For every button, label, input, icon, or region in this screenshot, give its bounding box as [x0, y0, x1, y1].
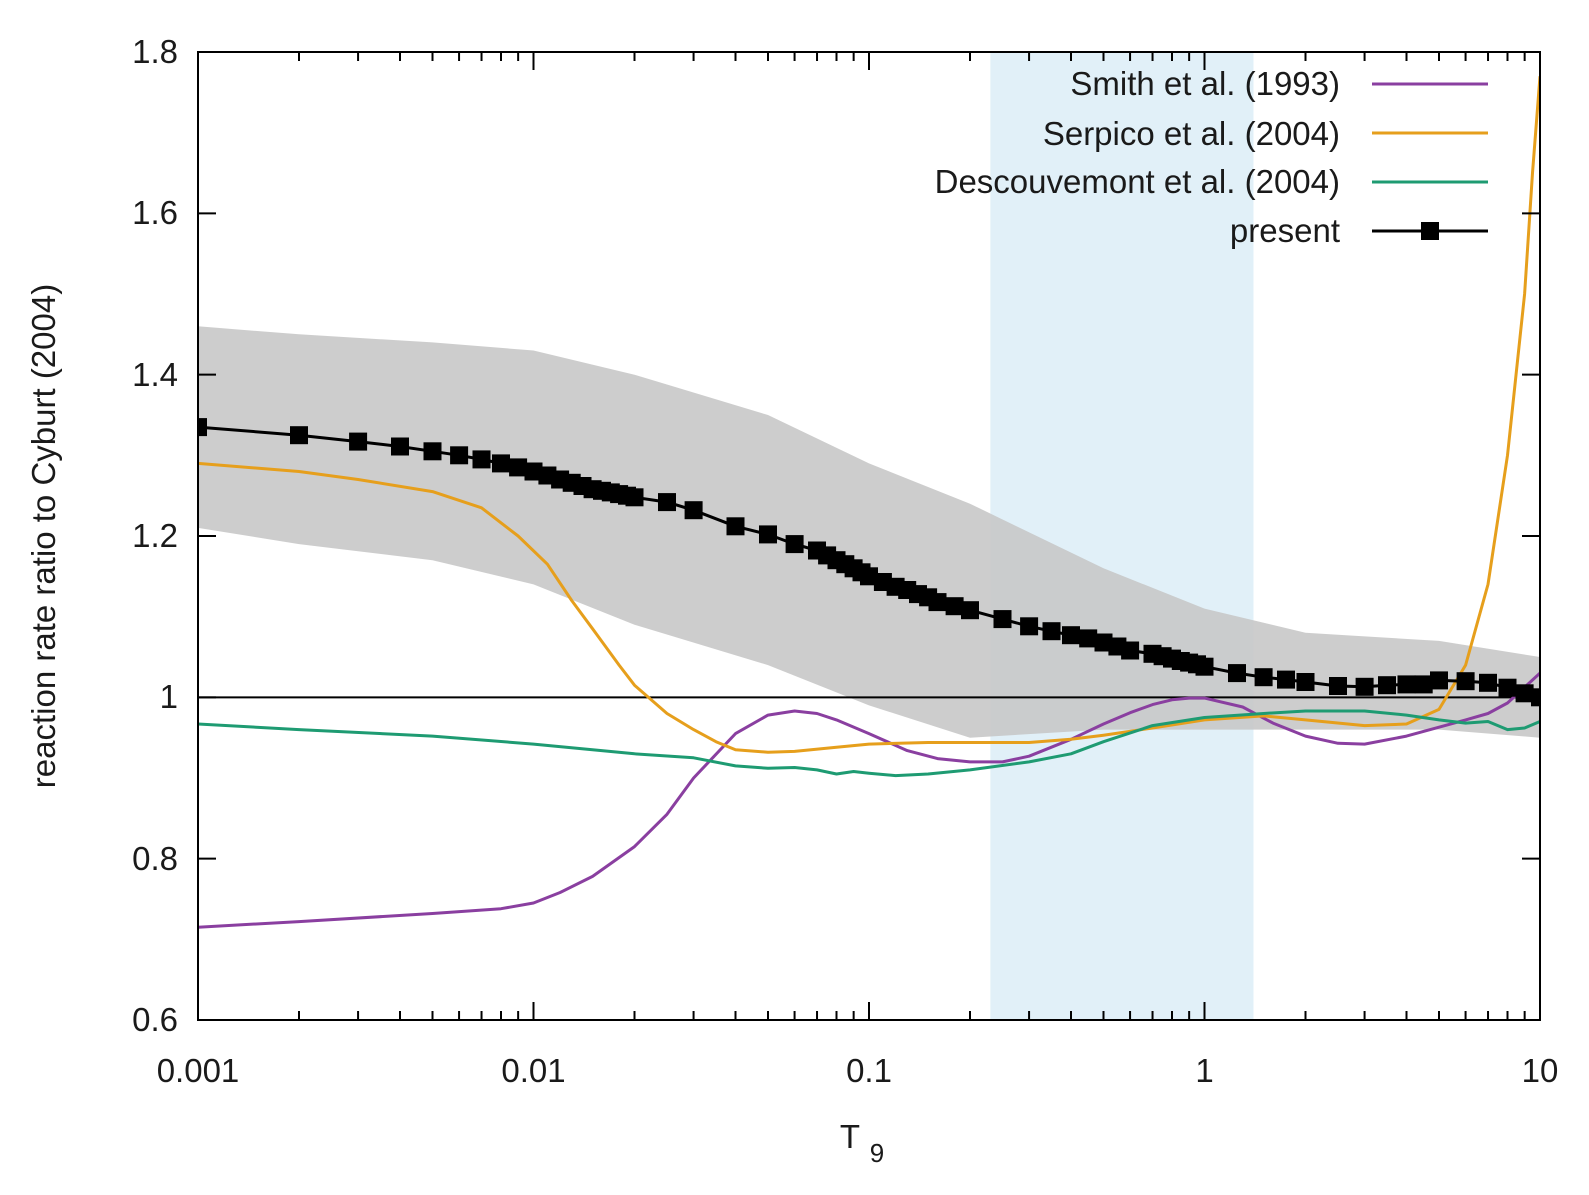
present-data-point	[509, 458, 528, 477]
present-data-point	[472, 450, 491, 469]
present-data-point	[1296, 673, 1315, 691]
present-data-point	[1094, 633, 1113, 652]
legend-marker-present	[1421, 222, 1439, 240]
present-data-point	[1079, 629, 1098, 648]
present-data-point	[349, 432, 368, 451]
y-tick-label: 1.8	[132, 33, 178, 70]
present-data-point	[524, 462, 543, 481]
present-data-point	[1430, 671, 1448, 690]
present-data-point	[759, 525, 777, 544]
x-tick-label: 10	[1522, 1052, 1559, 1089]
x-tick-label: 1	[1195, 1052, 1213, 1089]
present-data-point	[993, 610, 1012, 629]
present-data-point	[1042, 622, 1061, 641]
x-axis-title-subscript: 9	[870, 1138, 884, 1168]
legend-label-present: present	[1230, 212, 1340, 249]
present-data-point	[1277, 670, 1295, 689]
x-axis-title-main: T	[840, 1118, 860, 1155]
present-data-point	[1062, 626, 1080, 645]
present-data-point	[860, 567, 878, 586]
x-axis-title: T 9	[840, 1118, 884, 1168]
x-tick-label: 0.001	[157, 1052, 240, 1089]
present-data-point	[1228, 664, 1246, 683]
legend: Smith et al. (1993) Serpico et al. (2004…	[935, 65, 1488, 249]
y-tick-label: 1	[160, 678, 178, 715]
present-data-point	[1498, 678, 1517, 697]
legend-label-smith: Smith et al. (1993)	[1070, 65, 1340, 102]
y-tick-label: 1.2	[132, 517, 178, 554]
present-data-point	[1479, 673, 1497, 692]
series-line-0	[198, 671, 1540, 929]
series-line-1	[198, 76, 1540, 754]
plot-area	[198, 52, 1540, 1020]
present-data-point	[658, 493, 676, 512]
present-data-point	[1355, 677, 1374, 696]
present-data-point	[423, 442, 442, 461]
present-data-point	[726, 517, 745, 536]
present-data-point	[198, 418, 207, 437]
present-data-point	[1195, 657, 1214, 676]
legend-label-serpico: Serpico et al. (2004)	[1043, 115, 1340, 152]
x-tick-label: 0.01	[501, 1052, 565, 1089]
present-data-point	[1515, 684, 1534, 703]
present-data-point	[1121, 641, 1140, 660]
present-data-point	[684, 501, 703, 520]
present-data-point	[625, 488, 644, 507]
present-data-point	[961, 601, 979, 620]
present-data-point	[391, 437, 409, 456]
ticks-layer	[197, 51, 1541, 1021]
present-data-point	[492, 454, 510, 473]
y-tick-label: 1.6	[132, 194, 178, 231]
present-data-point	[1414, 675, 1433, 694]
y-tick-labels: 0.6 0.8 1 1.2 1.4 1.6 1.8	[132, 33, 178, 1038]
uncertainty-band	[198, 326, 1540, 738]
x-tick-label: 0.1	[846, 1052, 892, 1089]
present-data-point	[928, 593, 947, 612]
y-tick-label: 0.6	[132, 1001, 178, 1038]
present-data-point	[1329, 677, 1347, 695]
present-data-point	[1254, 668, 1273, 687]
y-tick-label: 1.4	[132, 356, 178, 393]
legend-label-descouvemont: Descouvemont et al. (2004)	[935, 163, 1340, 200]
present-data-point	[290, 426, 308, 445]
series-layer	[198, 76, 1540, 929]
present-data-point	[1456, 672, 1475, 691]
series-line-2	[198, 709, 1540, 778]
present-data-point	[785, 535, 804, 554]
present-data-point	[1397, 675, 1416, 694]
present-data-point	[1020, 617, 1039, 636]
y-tick-label: 0.8	[132, 840, 178, 877]
present-data-point	[450, 446, 469, 465]
present-data-point	[1378, 676, 1396, 695]
present-data-point	[945, 597, 964, 616]
x-tick-labels: 0.001 0.01 0.1 1 10	[157, 1052, 1559, 1089]
y-axis-title: reaction rate ratio to Cyburt (2004)	[25, 284, 62, 788]
